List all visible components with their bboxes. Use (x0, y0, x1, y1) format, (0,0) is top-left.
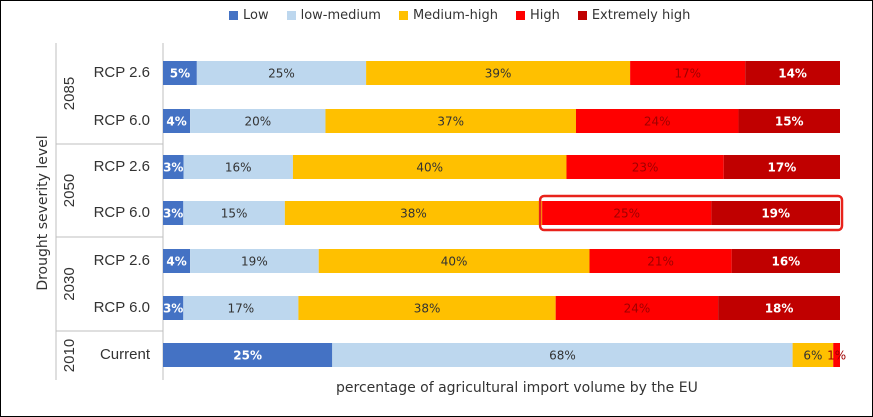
data-label: 37% (437, 115, 464, 129)
bar-segment (566, 155, 724, 179)
legend: Low low-medium Medium-high High Extremely hi… (229, 8, 690, 23)
bar-segment (366, 61, 631, 85)
bar-segment (332, 343, 793, 367)
data-label: 16% (771, 255, 800, 269)
data-label: 17% (228, 302, 255, 316)
data-label: 15% (775, 115, 804, 129)
bar-segment (183, 155, 293, 179)
bar-segment (718, 296, 840, 320)
bar-segment (190, 249, 319, 273)
data-label: 24% (624, 302, 651, 316)
legend-item: High (515, 8, 560, 23)
bar-segment (284, 201, 543, 225)
y-axis-label: Drought severity level (35, 135, 51, 291)
bar-segment (190, 109, 326, 133)
bar-segment (542, 201, 712, 225)
bar-segment (325, 109, 576, 133)
data-label: 4% (166, 255, 186, 269)
bar-segment (575, 109, 739, 133)
bar-segment (833, 343, 840, 367)
bar-segment (163, 343, 333, 367)
group-label: 2010 (61, 339, 78, 372)
bar-segment (163, 201, 184, 225)
bar-segment (163, 61, 197, 85)
data-label: 16% (225, 161, 252, 175)
group-label: 2030 (61, 267, 78, 300)
bar-segment (731, 249, 840, 273)
legend-swatch (229, 11, 238, 20)
legend-item: Extremely high (577, 8, 691, 23)
data-label: 25% (613, 207, 640, 221)
highlight-box (538, 194, 844, 232)
data-label: 4% (166, 115, 186, 129)
bar-segment (723, 155, 840, 179)
row-label: Current (100, 346, 151, 363)
x-axis-label: percentage of agricultural import volume… (336, 380, 698, 396)
data-label: 18% (765, 302, 794, 316)
data-label: 3% (163, 161, 183, 175)
bar-segment (196, 61, 367, 85)
data-label: 24% (644, 115, 671, 129)
bar-segment (555, 296, 719, 320)
data-label: 68% (549, 349, 576, 363)
legend-item: Low (229, 8, 269, 23)
bar-segment (630, 61, 746, 85)
bar-segment (589, 249, 732, 273)
data-label: 15% (221, 207, 248, 221)
data-label: 40% (416, 161, 443, 175)
data-label: 5% (170, 67, 190, 81)
group-label: 2050 (61, 174, 78, 207)
data-label: 19% (761, 207, 790, 221)
data-label: 39% (485, 67, 512, 81)
legend-swatch (398, 11, 408, 20)
data-label: 20% (244, 115, 271, 129)
bar-segment (163, 249, 191, 273)
data-label: 38% (400, 207, 427, 221)
legend-label: low-medium (300, 8, 381, 23)
data-label: 25% (233, 349, 262, 363)
legend-label: Medium-high (412, 8, 498, 23)
data-label: 3% (163, 207, 183, 221)
data-label: 23% (632, 161, 659, 175)
row-label: RCP 2.6 (94, 252, 150, 269)
legend-label: Extremely high (591, 8, 691, 23)
data-label: 6% (803, 349, 822, 363)
data-label: 25% (268, 67, 295, 81)
bar-segment (711, 201, 840, 225)
bar-segment (738, 109, 840, 133)
bar-segment (745, 61, 840, 85)
bar-segment (163, 155, 184, 179)
bar-segment (292, 155, 567, 179)
data-label: 14% (778, 67, 807, 81)
bar-segment (183, 296, 299, 320)
bar-segment (318, 249, 590, 273)
data-label: 17% (768, 161, 797, 175)
legend-swatch (515, 11, 525, 20)
data-label: 17% (674, 67, 701, 81)
row-label: RCP 2.6 (94, 158, 150, 175)
legend-swatch (577, 11, 587, 20)
data-label: 1% (827, 349, 846, 363)
bar-segment (163, 296, 184, 320)
legend-item: low-medium (286, 8, 381, 23)
bar-segment (298, 296, 556, 320)
row-label: RCP 6.0 (94, 112, 150, 129)
data-label: 40% (441, 255, 468, 269)
legend-item: Medium-high (398, 8, 498, 23)
legend-label: Low (243, 8, 269, 23)
legend-label: High (529, 8, 560, 23)
data-label: 19% (241, 255, 268, 269)
row-label: RCP 6.0 (94, 299, 150, 316)
bar-segment (183, 201, 285, 225)
legend-swatch (286, 11, 296, 20)
data-label: 21% (647, 255, 674, 269)
data-label: 38% (414, 302, 441, 316)
bar-segment (792, 343, 834, 367)
data-label: 3% (163, 302, 183, 316)
group-label: 2085 (61, 77, 78, 110)
row-label: RCP 2.6 (94, 64, 150, 81)
row-label: RCP 6.0 (94, 204, 150, 221)
bar-segment (163, 109, 191, 133)
